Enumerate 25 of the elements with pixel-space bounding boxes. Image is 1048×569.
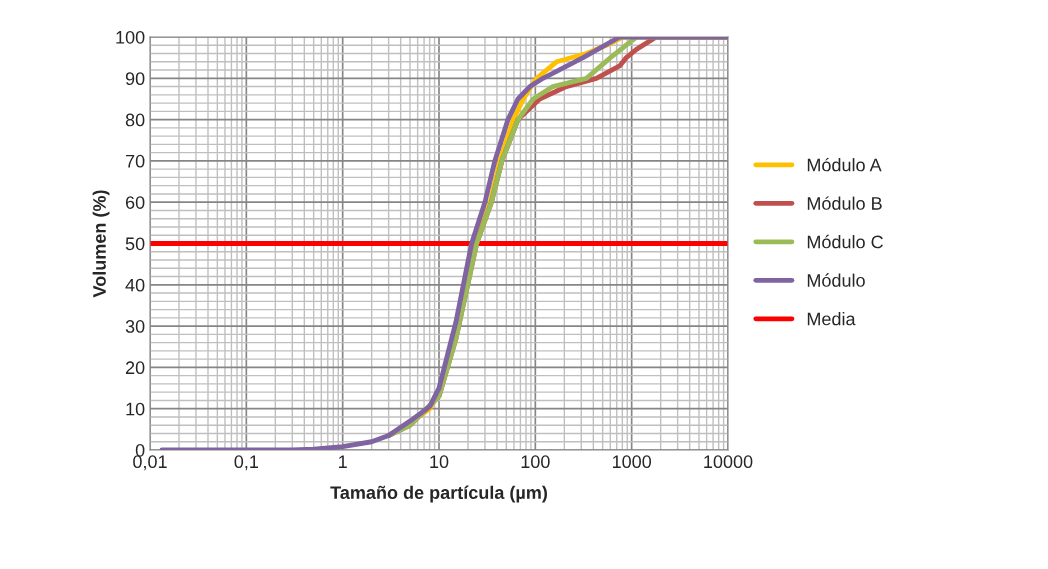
legend-label: Media (807, 312, 856, 326)
x-tick-label: 0,1 (234, 455, 258, 471)
y-tick-label: 40 (125, 278, 145, 292)
legend-label: Módulo A (807, 157, 882, 172)
x-tick-label: 1 (339, 455, 347, 468)
y-tick-label: 70 (125, 154, 145, 168)
y-axis-title: Volumen (%) (92, 190, 110, 298)
y-tick-label: 50 (125, 237, 145, 251)
x-tick-label: 10000 (704, 455, 753, 469)
x-tick-label: 1000 (612, 455, 652, 469)
x-axis-title: Tamaño de partícula (µm) (330, 485, 547, 503)
y-tick-label: 80 (125, 113, 145, 127)
y-tick-label: 20 (125, 361, 145, 375)
y-tick-label: 60 (125, 196, 145, 209)
legend-label: Módulo B (807, 196, 882, 210)
x-tick-label: 0,01 (133, 455, 167, 471)
legend-label: Módulo (807, 273, 865, 287)
y-tick-label: 100 (116, 30, 145, 44)
y-tick-label: 10 (126, 402, 145, 416)
x-tick-label: 100 (521, 455, 550, 469)
y-tick-label: 0 (135, 443, 145, 457)
y-tick-label: 90 (125, 72, 145, 86)
y-tick-label: 30 (125, 320, 145, 333)
legend-label: Módulo C (807, 234, 883, 249)
x-tick-label: 10 (430, 455, 449, 469)
